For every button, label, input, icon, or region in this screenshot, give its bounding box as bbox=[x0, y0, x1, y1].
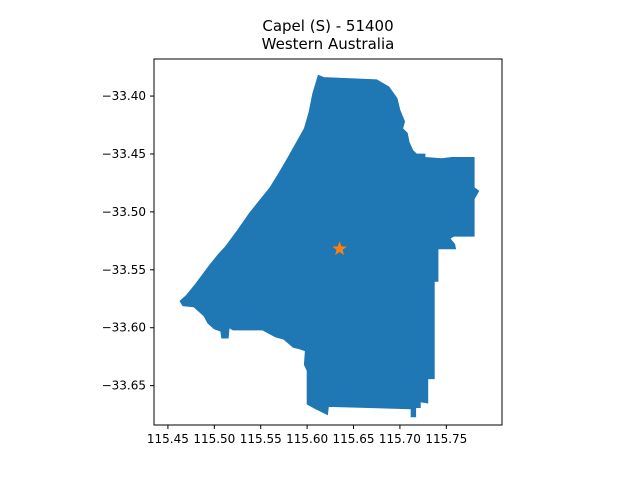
axes-frame bbox=[153, 58, 503, 426]
x-tick-label: 115.65 bbox=[333, 432, 375, 446]
y-tick-label: −33.45 bbox=[102, 147, 146, 161]
x-tick-label: 115.55 bbox=[240, 432, 282, 446]
x-tick-label: 115.75 bbox=[425, 432, 467, 446]
centroid-star-marker bbox=[332, 241, 347, 256]
x-tick-label: 115.50 bbox=[193, 432, 235, 446]
y-tick-label: −33.60 bbox=[102, 321, 146, 335]
y-tick-label: −33.55 bbox=[102, 263, 146, 277]
region-shape bbox=[179, 74, 480, 418]
x-tick-label: 115.45 bbox=[147, 432, 189, 446]
y-tick-label: −33.65 bbox=[102, 379, 146, 393]
x-tick-label: 115.60 bbox=[286, 432, 328, 446]
map-title: Capel (S) - 51400 bbox=[262, 17, 393, 35]
y-tick-label: −33.50 bbox=[102, 205, 146, 219]
x-tick-label: 115.70 bbox=[379, 432, 421, 446]
y-tick-label: −33.40 bbox=[102, 89, 146, 103]
map-subtitle: Western Australia bbox=[262, 35, 395, 53]
